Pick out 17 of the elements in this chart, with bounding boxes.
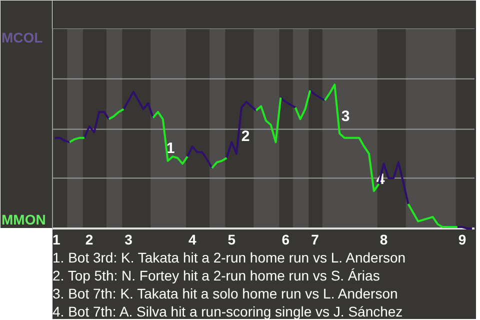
text: 2. Top 5th: N. Fortey hit a 2-run home run vs S. Árias xyxy=(52,268,380,284)
x-tick-label: 4 xyxy=(188,232,196,248)
x-tick-label: 9 xyxy=(458,232,466,248)
x-tick-label: 6 xyxy=(282,232,290,248)
annotation: 2 xyxy=(241,128,250,145)
x-tick-label: 8 xyxy=(380,232,388,248)
annotation: 3 xyxy=(341,108,350,125)
x-tick-label: 7 xyxy=(311,232,320,248)
text: 3. Bot 7th: K. Takata hit a solo home run vs L. Anderson xyxy=(52,286,398,302)
text: MCOL xyxy=(2,30,44,46)
x-tick-label: 3 xyxy=(124,232,133,248)
text: MMON xyxy=(2,212,46,228)
x-tick-label: 5 xyxy=(228,232,236,248)
x-tick-label: 2 xyxy=(85,232,94,248)
text: 1. Bot 3rd: K. Takata hit a 2-run home run vs L. Anderson xyxy=(52,250,406,266)
annotation: 1 xyxy=(166,140,175,157)
x-tick-label: 1 xyxy=(52,232,60,248)
